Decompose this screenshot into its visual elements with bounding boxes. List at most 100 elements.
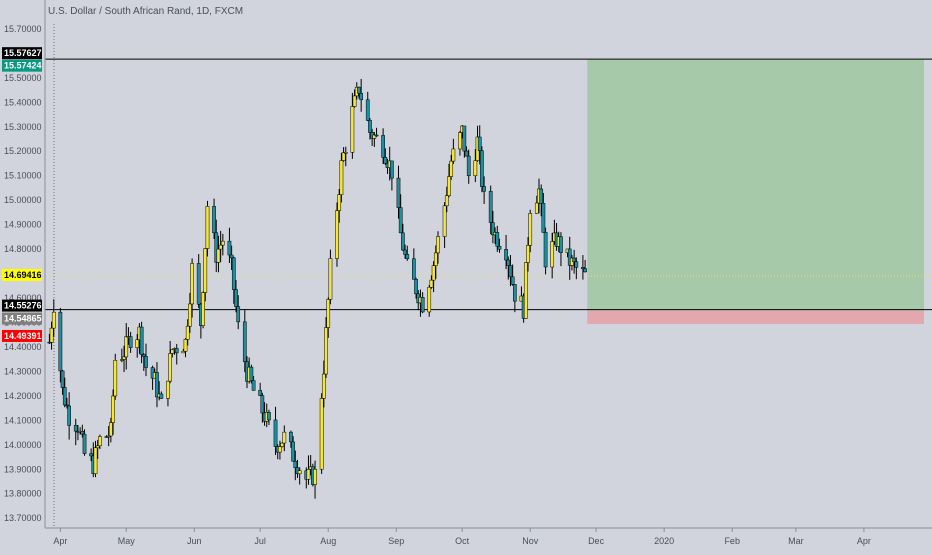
- candle-up: [166, 380, 170, 399]
- candle-down: [374, 134, 379, 137]
- y-tick-label: 14.20000: [4, 391, 42, 401]
- candle-up: [190, 263, 194, 305]
- candle-down: [495, 232, 500, 247]
- candle-up: [444, 195, 449, 207]
- candle-up: [124, 336, 129, 358]
- candle-down: [234, 289, 238, 307]
- candle-up: [297, 470, 302, 475]
- candle-up: [280, 442, 284, 447]
- candle-down: [82, 433, 87, 454]
- candle-up: [427, 287, 432, 313]
- candle-up: [328, 258, 333, 300]
- candle-down: [144, 356, 148, 368]
- candle-down: [357, 86, 361, 94]
- candle-down: [267, 412, 271, 421]
- candle-up: [433, 252, 438, 266]
- x-tick-label: Jul: [254, 536, 266, 546]
- candle-up: [93, 447, 98, 474]
- candle-down: [482, 186, 486, 192]
- candle-down: [365, 99, 370, 121]
- candle-up: [339, 160, 344, 195]
- entry-line-badge: [2, 299, 42, 312]
- candle-up: [550, 241, 555, 268]
- y-tick-label: 15.50000: [4, 73, 42, 83]
- target-price-badge-label: 15.57424: [4, 61, 42, 71]
- y-tick-label: 15.40000: [4, 97, 42, 107]
- candle-up: [442, 205, 447, 237]
- candle-down: [466, 155, 471, 177]
- candle-up: [431, 265, 436, 281]
- candle-down: [506, 259, 511, 266]
- x-tick-label: Nov: [522, 536, 539, 546]
- candle-up: [119, 359, 124, 361]
- candle-down: [572, 257, 576, 262]
- candle-up: [168, 353, 172, 382]
- candle-up: [98, 436, 102, 447]
- candle-up: [324, 327, 328, 375]
- candle-up: [350, 106, 355, 153]
- x-tick-label: Aug: [320, 536, 336, 546]
- candle-up: [429, 279, 434, 288]
- candle-up: [109, 422, 113, 437]
- loss-zone[interactable]: [587, 310, 924, 324]
- candle-up: [170, 349, 175, 354]
- candle-up: [526, 245, 530, 263]
- entry-price-badge-label: 14.54865: [4, 314, 42, 324]
- candle-up: [201, 292, 205, 326]
- candle-down: [381, 135, 385, 158]
- candle-up: [106, 435, 111, 438]
- candle-up: [335, 210, 339, 259]
- candle-down: [480, 150, 484, 187]
- x-tick-label: Apr: [53, 536, 67, 546]
- candle-down: [236, 306, 241, 323]
- candle-down: [420, 297, 425, 313]
- candles: [47, 78, 587, 499]
- position-zone[interactable]: [587, 59, 924, 324]
- y-tick-label: 15.30000: [4, 122, 42, 132]
- candle-down: [412, 258, 416, 280]
- stop-price-badge-label: 14.49391: [4, 331, 42, 341]
- candle-down: [139, 326, 144, 355]
- candle-down: [89, 453, 93, 457]
- candle-up: [326, 299, 331, 328]
- candle-down: [128, 336, 133, 348]
- candle-down: [396, 177, 401, 208]
- candle-down: [543, 232, 548, 268]
- candle-down: [141, 354, 146, 357]
- y-tick-label: 15.70000: [4, 24, 42, 34]
- candle-up: [447, 176, 451, 197]
- candle-up: [458, 132, 462, 150]
- x-tick-label: Dec: [588, 536, 605, 546]
- candle-down: [405, 254, 410, 260]
- current-price-badge-label: 14.69416: [4, 270, 42, 280]
- y-tick-label: 13.70000: [4, 513, 42, 523]
- y-tick-label: 14.90000: [4, 220, 42, 230]
- entry-line-badge-label: 14.55276: [4, 301, 42, 311]
- candle-up: [341, 152, 346, 161]
- y-tick-label: 15.00000: [4, 195, 42, 205]
- chart-title: U.S. Dollar / South African Rand, 1D, FX…: [48, 6, 243, 17]
- candle-down: [574, 261, 579, 268]
- candle-up: [313, 468, 317, 485]
- profit-zone[interactable]: [587, 59, 924, 311]
- candle-down: [212, 206, 216, 234]
- candle-up: [528, 213, 533, 246]
- candle-up: [135, 339, 140, 348]
- x-tick-label: Apr: [857, 536, 871, 546]
- candle-down: [383, 157, 388, 164]
- candle-down: [159, 393, 164, 399]
- candle-up: [282, 431, 287, 444]
- candle-down: [260, 395, 265, 414]
- candle-up: [203, 248, 208, 293]
- target-line-badge-label: 15.57627: [4, 48, 42, 58]
- x-axis[interactable]: Apr May Jun Jul Aug Sep Oct Nov Dec 2020 Feb Mar Apr: [45, 527, 932, 546]
- candle-up: [181, 351, 186, 354]
- candle-down: [251, 380, 256, 391]
- candle-down: [368, 120, 372, 133]
- y-tick-label: 15.10000: [4, 171, 42, 181]
- candle-up: [218, 244, 223, 250]
- candle-down: [510, 276, 515, 285]
- candle-up: [449, 160, 454, 177]
